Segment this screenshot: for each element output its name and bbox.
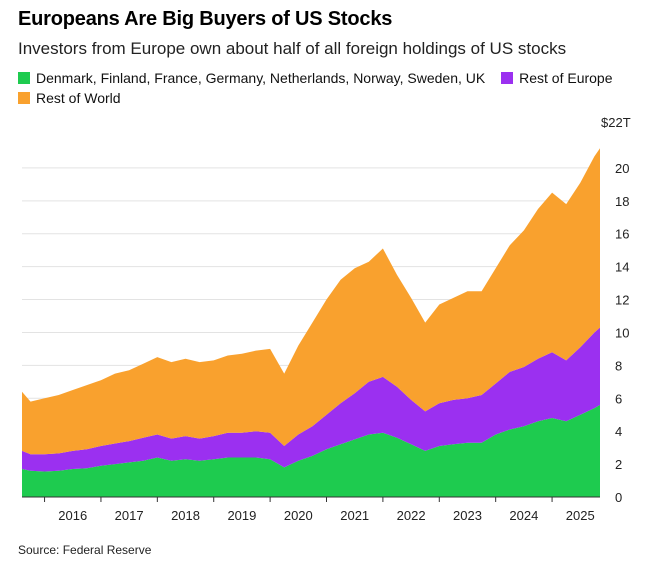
- y-tick-label: 12: [615, 293, 629, 308]
- y-tick-label: 16: [615, 227, 629, 242]
- series-area: [22, 404, 600, 497]
- legend-swatch: [18, 72, 30, 84]
- y-tick-label: 18: [615, 194, 629, 209]
- y-tick-label: 2: [615, 457, 622, 472]
- legend-item-rest-of-world: Rest of World: [18, 88, 121, 108]
- y-tick-label: 6: [615, 391, 622, 406]
- chart-areas: [22, 148, 600, 497]
- x-axis: 2016 2017 2018 2019 2020 2021 2022 2023 2024 2025: [22, 496, 600, 523]
- x-tick-label: 2023: [453, 508, 482, 523]
- legend: Denmark, Finland, France, Germany, Nethe…: [18, 68, 638, 108]
- legend-label: Rest of World: [36, 90, 121, 106]
- y-tick-label: 4: [615, 424, 622, 439]
- x-tick-label: 2024: [509, 508, 538, 523]
- x-tick-label: 2018: [171, 508, 200, 523]
- legend-item-rest-of-europe: Rest of Europe: [501, 68, 613, 88]
- y-tick-label: 10: [615, 325, 629, 340]
- y-unit-label: $22T: [601, 115, 631, 130]
- y-tick-label: 0: [615, 490, 622, 505]
- legend-label: Denmark, Finland, France, Germany, Nethe…: [36, 70, 486, 86]
- x-tick-label: 2017: [115, 508, 144, 523]
- x-tick-label: 2016: [58, 508, 87, 523]
- legend-label: Rest of Europe: [519, 70, 613, 86]
- legend-swatch: [18, 92, 30, 104]
- y-tick-label: 14: [615, 260, 629, 275]
- chart-title: Europeans Are Big Buyers of US Stocks: [18, 8, 393, 30]
- x-tick-label: 2020: [284, 508, 313, 523]
- legend-swatch: [501, 72, 514, 84]
- y-axis: 0 2 4 6 8 10 12 14 16 18 20: [615, 161, 629, 505]
- chart-subtitle: Investors from Europe own about half of …: [18, 39, 567, 58]
- legend-item-core-europe: Denmark, Finland, France, Germany, Nethe…: [18, 68, 485, 88]
- x-tick-label: 2021: [340, 508, 369, 523]
- series-area: [22, 327, 600, 472]
- y-tick-label: 20: [615, 161, 629, 176]
- y-tick-label: 8: [615, 358, 622, 373]
- source-note: Source: Federal Reserve: [18, 543, 152, 557]
- x-tick-label: 2025: [566, 508, 595, 523]
- x-tick-label: 2022: [397, 508, 426, 523]
- x-tick-label: 2019: [227, 508, 256, 523]
- series-area: [22, 148, 600, 455]
